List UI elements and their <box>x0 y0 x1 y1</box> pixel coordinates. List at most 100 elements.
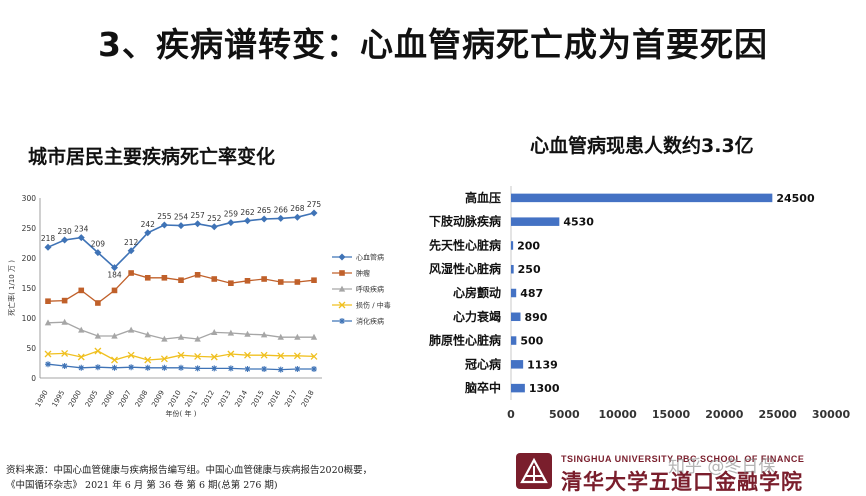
source-line-1: 资料来源：中国心血管健康与疾病报告编写组。中国心血管健康与疾病报告2020概要， <box>6 465 373 476</box>
legend-item: 损伤 / 中毒 <box>332 301 391 310</box>
data-point <box>44 319 52 326</box>
data-label: 209 <box>91 240 106 249</box>
data-point <box>78 364 85 371</box>
bar <box>511 383 525 393</box>
data-label: 268 <box>290 204 305 213</box>
data-point <box>144 275 151 281</box>
data-point <box>211 276 218 282</box>
data-point <box>311 366 317 372</box>
data-point <box>177 222 185 230</box>
data-point <box>277 214 285 222</box>
source-line-2: 《中国循环杂志》 2021 年 6 月 第 36 卷 第 6 期(总第 276 … <box>6 480 278 491</box>
value-label: 4530 <box>563 216 594 229</box>
legend-marker <box>338 301 346 309</box>
bar <box>511 360 524 369</box>
y-tick-label: 100 <box>22 314 37 323</box>
data-label: 255 <box>157 212 172 221</box>
data-point <box>128 364 135 371</box>
data-point <box>127 247 135 255</box>
y-tick-label: 150 <box>22 284 37 293</box>
legend-marker <box>338 253 346 261</box>
data-point <box>61 236 69 244</box>
y-tick-label: 50 <box>26 344 36 353</box>
y-tick-label: 250 <box>22 224 37 233</box>
data-point <box>293 352 301 360</box>
data-point <box>310 352 318 360</box>
data-label: 254 <box>174 213 189 222</box>
data-point <box>111 287 118 294</box>
y-tick-label: 200 <box>22 254 37 263</box>
data-point <box>61 297 68 304</box>
series-4 <box>45 361 317 373</box>
data-point <box>61 349 69 357</box>
value-label: 500 <box>520 335 543 348</box>
data-point <box>177 351 185 359</box>
data-point <box>45 298 51 304</box>
data-point <box>244 330 251 337</box>
value-label: 1300 <box>529 382 560 395</box>
category-label: 肺原性心脏病 <box>429 333 501 348</box>
legend-item: 心血管病 <box>332 253 384 262</box>
data-point <box>260 215 268 223</box>
data-point <box>77 234 85 242</box>
data-point <box>161 275 168 281</box>
tsinghua-logo: TSINGHUA UNIVERSITY PBC SCHOOL OF FINANC… <box>515 452 860 494</box>
data-point <box>160 221 168 229</box>
data-point <box>44 243 52 251</box>
data-label: 212 <box>124 238 139 247</box>
series-3 <box>44 347 318 364</box>
data-point <box>194 220 202 228</box>
value-label: 1139 <box>527 358 558 371</box>
bar <box>511 217 560 226</box>
data-point <box>261 276 267 282</box>
logo-english: TSINGHUA UNIVERSITY PBC SCHOOL OF FINANC… <box>561 454 805 464</box>
x-tick-label: 30000 <box>812 408 851 421</box>
legend-item: 呼吸疾病 <box>332 285 384 294</box>
data-point <box>210 353 218 361</box>
y-tick-label: 0 <box>31 374 36 383</box>
category-label: 心房颤动 <box>453 285 501 300</box>
y-tick-label: 300 <box>22 194 37 203</box>
data-point <box>244 351 251 359</box>
data-point <box>128 270 134 276</box>
data-label: 242 <box>141 220 156 229</box>
line-chart-title: 城市居民主要疾病死亡率变化 <box>28 146 276 168</box>
watermark: 知乎 @冬日保 <box>668 457 776 477</box>
data-label: 265 <box>257 206 272 215</box>
legend-label: 呼吸疾病 <box>356 285 384 294</box>
data-point <box>310 333 318 340</box>
data-point <box>178 364 184 371</box>
source-note: 资料来源：中国心血管健康与疾病报告编写组。中国心血管健康与疾病报告2020概要，… <box>6 463 476 493</box>
seal-icon <box>516 453 552 489</box>
category-label: 下肢动脉疾病 <box>429 214 501 229</box>
data-point <box>228 280 234 286</box>
data-point <box>111 356 118 364</box>
data-label: 252 <box>207 214 222 223</box>
x-tick-label: 15000 <box>652 408 691 421</box>
bar-chart-title: 心血管病现患人数约3.3亿 <box>530 135 754 157</box>
category-label: 脑卒中 <box>464 380 501 395</box>
data-label: 262 <box>240 208 255 217</box>
data-point <box>211 365 218 372</box>
data-point <box>94 364 101 371</box>
series-2 <box>44 318 318 342</box>
data-point <box>311 277 317 283</box>
data-point <box>78 287 85 294</box>
data-point <box>61 363 68 369</box>
data-point <box>94 347 102 355</box>
legend-label: 心血管病 <box>356 253 384 262</box>
data-point <box>127 351 135 359</box>
data-point <box>211 329 218 335</box>
data-point <box>44 350 52 358</box>
data-point <box>127 326 135 333</box>
data-point <box>111 264 118 272</box>
category-label: 风湿性心脏病 <box>429 261 501 276</box>
data-point <box>144 356 152 364</box>
data-point <box>310 209 318 217</box>
data-point <box>94 249 102 257</box>
legend-marker <box>339 318 345 324</box>
bar <box>511 336 517 345</box>
data-point <box>144 229 152 237</box>
